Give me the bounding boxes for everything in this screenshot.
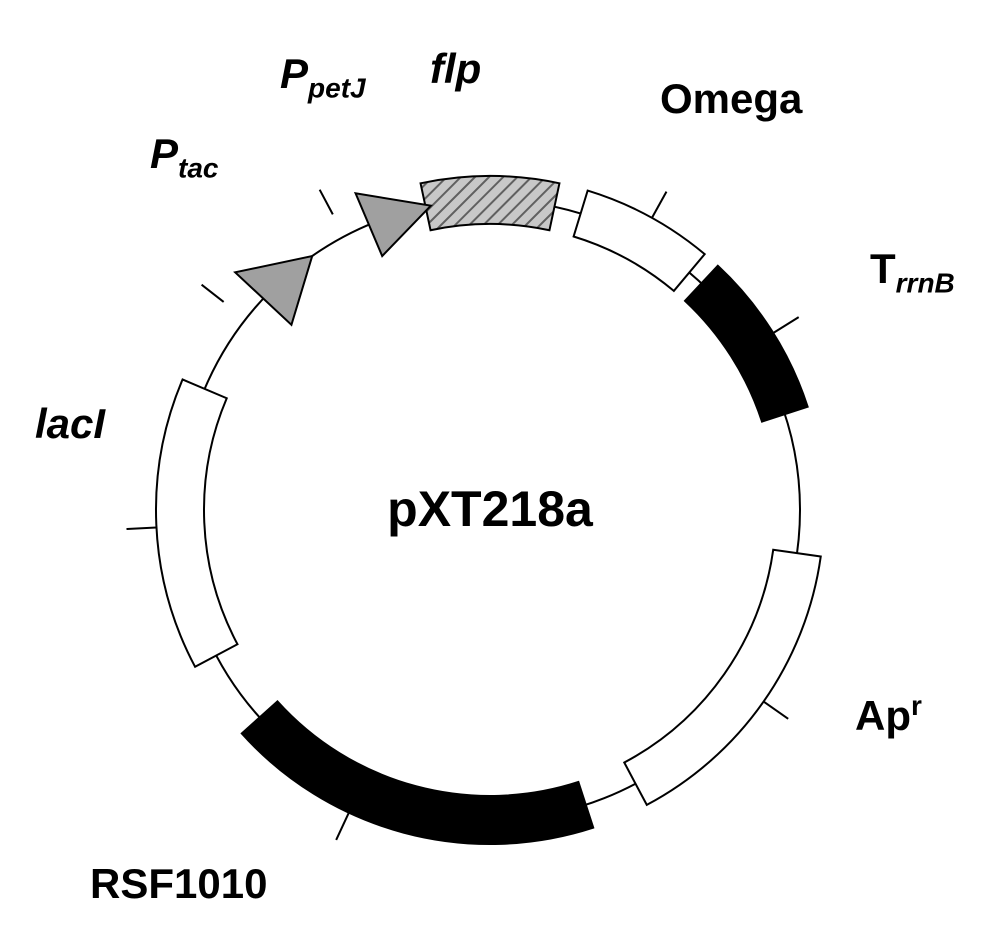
tick-omega <box>652 192 667 218</box>
segment-flp <box>421 176 560 230</box>
tick-apr <box>764 702 789 719</box>
tick-ptac <box>202 285 224 302</box>
tick-laci <box>126 527 156 529</box>
segment-apr <box>624 550 820 805</box>
label-laci: lacI <box>35 400 105 448</box>
plasmid-name: pXT218a <box>370 480 610 538</box>
label-omega: Omega <box>660 75 802 123</box>
label-flp: flp <box>430 45 481 93</box>
promoter-ptac <box>235 256 312 325</box>
tick-trnb <box>773 317 798 333</box>
label-ppetj: PpetJ <box>280 50 366 104</box>
tick-rsf1010 <box>336 813 349 840</box>
label-apr: Apr <box>855 690 922 740</box>
segment-laci <box>156 379 237 666</box>
tick-ppetj <box>320 190 333 215</box>
segment-trnb <box>685 266 808 422</box>
label-rsf1010: RSF1010 <box>90 860 267 908</box>
segment-omega <box>574 191 705 291</box>
segment-rsf1010 <box>242 701 593 844</box>
label-trnb: TrrnB <box>870 245 955 299</box>
label-ptac: Ptac <box>150 130 218 184</box>
